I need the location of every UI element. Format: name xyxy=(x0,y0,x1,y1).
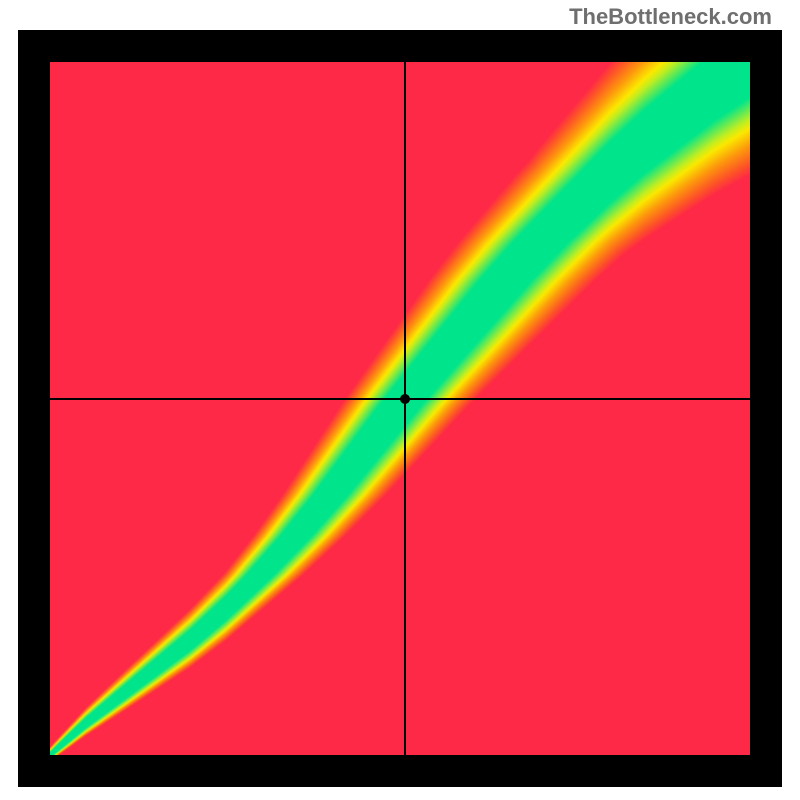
bottleneck-heatmap xyxy=(50,62,750,755)
watermark-text: TheBottleneck.com xyxy=(569,4,772,30)
chart-wrapper: TheBottleneck.com xyxy=(0,0,800,800)
crosshair-marker xyxy=(400,394,410,404)
crosshair-vertical xyxy=(404,62,406,755)
